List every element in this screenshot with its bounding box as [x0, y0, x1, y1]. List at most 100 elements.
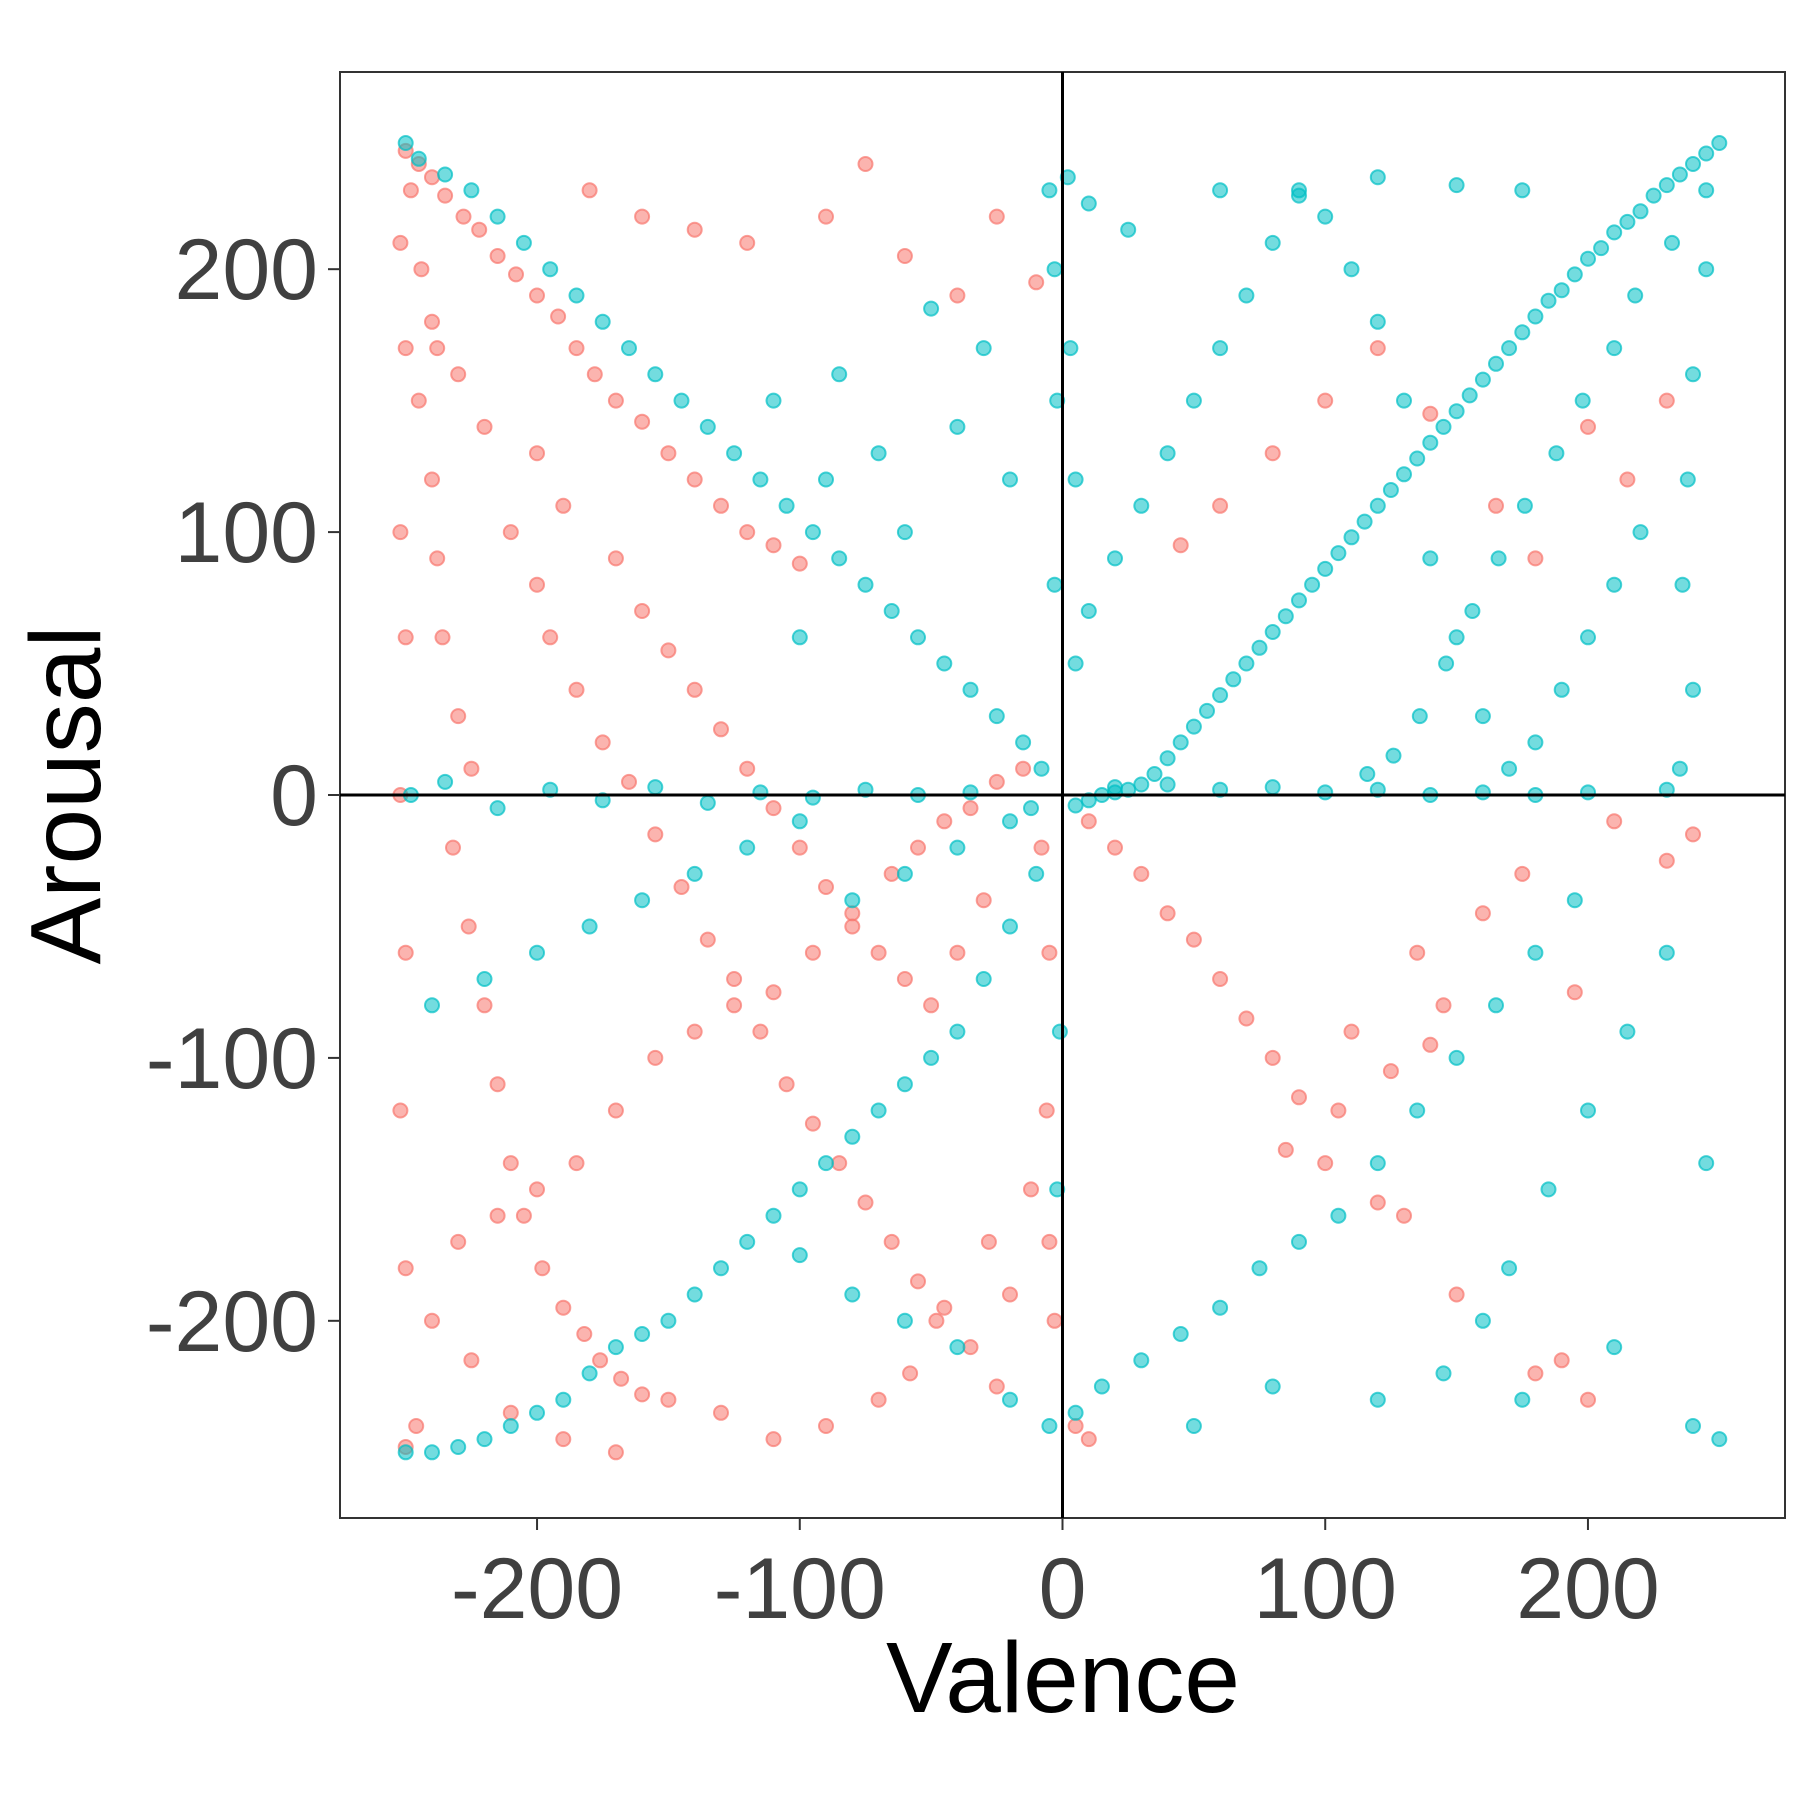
data-point-series-1	[397, 944, 414, 961]
data-point-series-1	[857, 1194, 874, 1211]
data-point-series-2	[791, 813, 808, 830]
data-point-series-1	[489, 1076, 506, 1093]
data-point-series-1	[686, 221, 703, 238]
data-point-series-2	[804, 524, 821, 541]
data-point-series-2	[949, 418, 966, 435]
data-point-series-2	[726, 445, 743, 462]
data-point-series-2	[765, 1207, 782, 1224]
data-point-series-2	[1409, 450, 1426, 467]
data-point-series-1	[437, 187, 454, 204]
data-point-series-1	[1422, 405, 1439, 422]
data-point-series-2	[975, 340, 992, 357]
data-point-series-1	[463, 1352, 480, 1369]
data-point-series-1	[1041, 1233, 1058, 1250]
data-point-series-1	[1185, 931, 1202, 948]
data-point-series-2	[831, 366, 848, 383]
y-tick-label: 200	[175, 222, 319, 318]
data-point-series-2	[1711, 1431, 1728, 1448]
data-point-series-2	[713, 1260, 729, 1277]
data-point-series-1	[988, 1378, 1005, 1395]
data-point-series-1	[392, 1102, 409, 1119]
data-point-series-2	[1566, 266, 1583, 283]
data-point-series-1	[1212, 971, 1229, 987]
data-point-series-2	[1619, 1023, 1636, 1040]
data-point-series-2	[1028, 865, 1045, 882]
data-point-series-1	[568, 340, 585, 357]
data-point-series-1	[1317, 392, 1334, 409]
data-point-series-1	[613, 1370, 630, 1387]
data-point-series-2	[1080, 603, 1097, 619]
data-point-series-2	[542, 261, 559, 278]
data-point-series-2	[1172, 734, 1189, 751]
y-tick-label: 0	[270, 748, 318, 844]
data-point-series-2	[1382, 482, 1399, 498]
data-point-series-1	[1553, 1352, 1570, 1369]
data-point-series-2	[896, 865, 913, 882]
data-point-series-1	[1488, 497, 1504, 514]
data-point-series-1	[397, 629, 414, 646]
data-point-series-1	[1033, 839, 1050, 856]
data-point-series-2	[1664, 234, 1680, 251]
data-point-series-1	[529, 445, 545, 462]
data-point-series-1	[1606, 813, 1623, 830]
data-point-series-1	[1658, 852, 1675, 869]
data-point-series-2	[1133, 497, 1150, 514]
data-point-series-2	[647, 779, 664, 796]
data-point-series-2	[1514, 324, 1531, 341]
data-point-series-2	[1264, 234, 1281, 251]
data-point-series-2	[1049, 392, 1066, 409]
data-point-series-2	[1212, 781, 1229, 798]
data-point-series-2	[1461, 387, 1478, 404]
data-point-series-1	[804, 1115, 821, 1132]
data-point-series-1	[870, 944, 887, 961]
data-point-series-2	[1422, 550, 1439, 567]
data-point-series-1	[463, 760, 480, 777]
data-point-series-2	[1474, 784, 1491, 801]
data-point-series-1	[529, 1181, 545, 1198]
data-point-series-2	[1474, 371, 1491, 388]
data-point-series-1	[726, 997, 743, 1014]
data-point-series-2	[1015, 734, 1032, 751]
data-point-series-2	[1159, 776, 1176, 793]
data-point-series-1	[686, 1023, 703, 1040]
data-point-series-2	[1185, 392, 1202, 409]
data-point-series-1	[1264, 445, 1281, 462]
data-point-series-2	[1685, 156, 1701, 172]
data-point-series-2	[1080, 792, 1097, 809]
data-point-series-2	[765, 392, 782, 409]
data-point-series-1	[928, 1312, 945, 1329]
data-point-series-1	[686, 681, 703, 698]
data-point-series-2	[634, 892, 651, 909]
data-point-series-2	[529, 944, 545, 961]
data-point-series-1	[713, 1404, 729, 1421]
data-point-series-2	[1212, 182, 1229, 199]
data-point-series-1	[434, 629, 451, 646]
data-point-series-1	[1369, 1194, 1386, 1211]
data-point-series-2	[949, 1023, 966, 1040]
data-point-series-2	[437, 166, 454, 183]
data-point-series-1	[660, 642, 677, 659]
data-point-series-2	[1264, 1378, 1281, 1395]
data-point-series-1	[607, 1102, 624, 1119]
data-point-series-2	[1059, 169, 1076, 186]
data-point-series-1	[471, 221, 488, 238]
data-point-series-1	[791, 839, 808, 856]
data-point-series-1	[392, 524, 409, 541]
data-point-series-1	[397, 340, 414, 357]
data-point-series-2	[1490, 550, 1507, 567]
data-point-series-1	[576, 1326, 593, 1342]
data-point-series-2	[1317, 560, 1334, 577]
data-point-series-2	[1146, 766, 1163, 782]
data-point-series-1	[988, 208, 1005, 225]
data-point-series-1	[555, 497, 572, 514]
data-point-series-1	[542, 629, 559, 646]
data-point-series-1	[634, 1386, 651, 1403]
data-point-series-2	[1369, 169, 1386, 186]
data-point-series-2	[896, 1312, 913, 1329]
data-point-series-2	[1422, 434, 1439, 451]
x-tick-label: -200	[451, 1541, 623, 1637]
data-point-series-2	[1645, 187, 1662, 204]
data-point-series-2	[555, 1391, 572, 1408]
data-point-series-1	[765, 800, 782, 817]
data-point-series-2	[1067, 655, 1084, 672]
